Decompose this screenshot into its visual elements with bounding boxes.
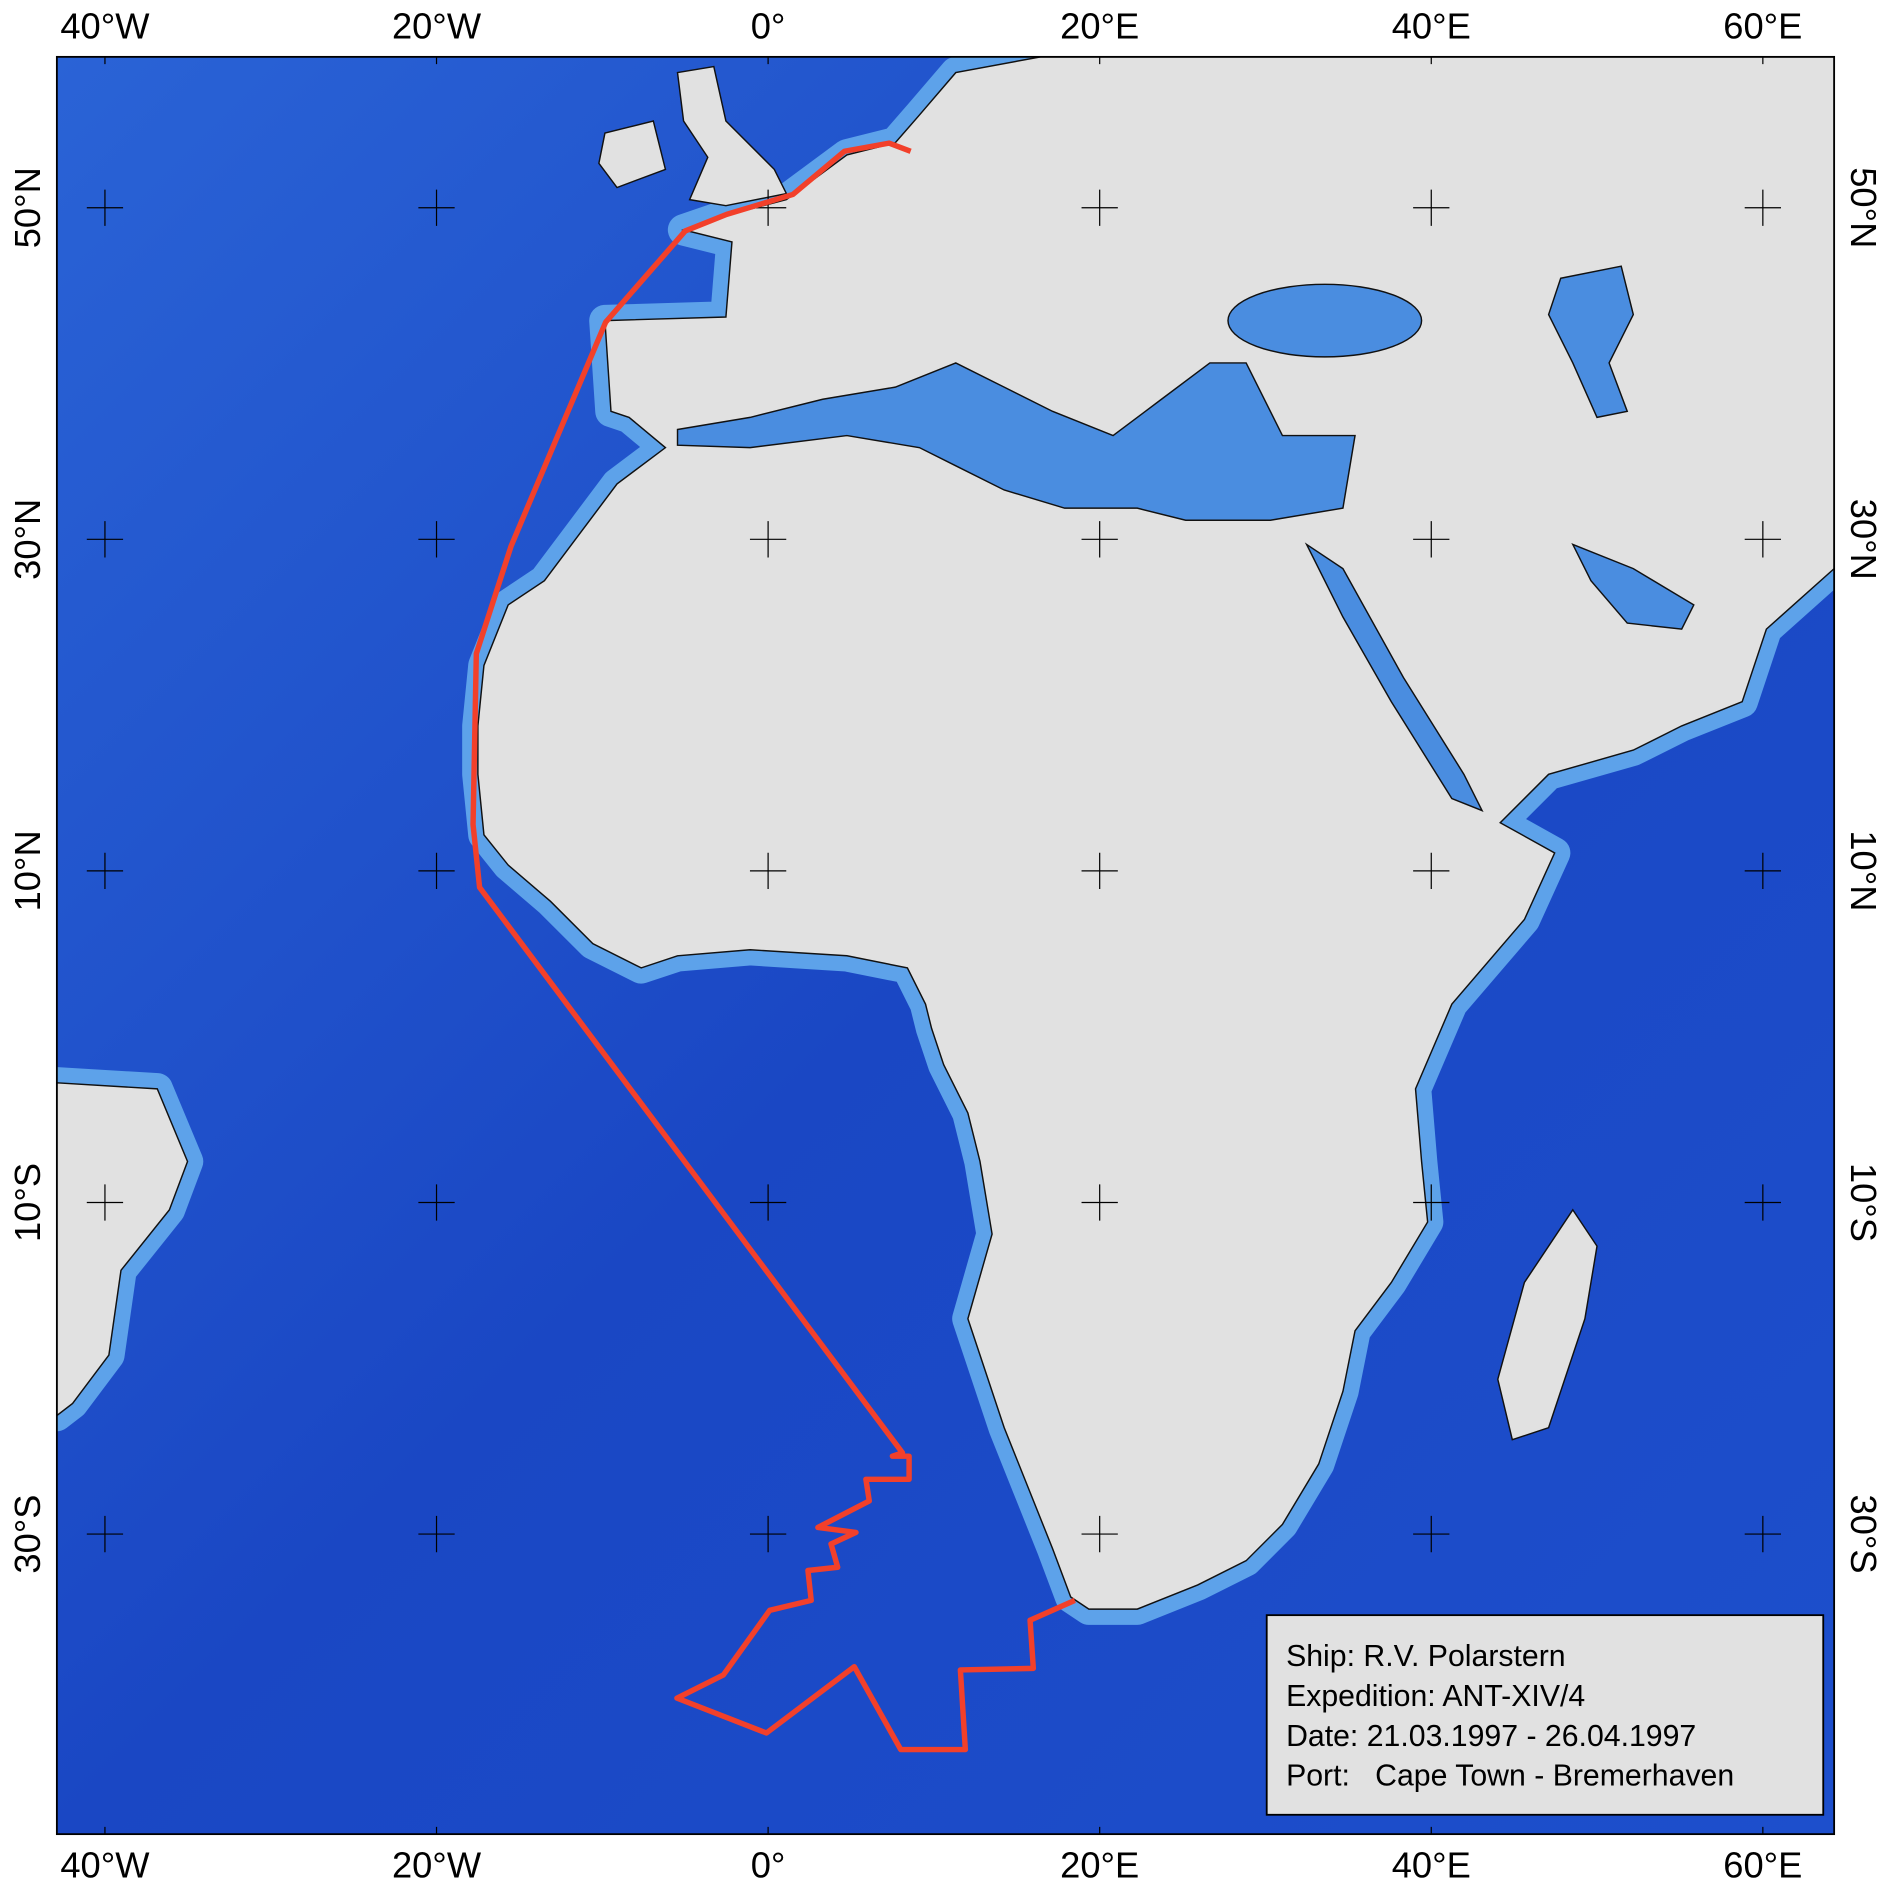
tick-labels: 40°W 40°W 20°W 20°W 0° 0° 20°E 20°E 40°E 40°E 60°E…: [7, 6, 1884, 1886]
x-tick-label: 40°W: [60, 1845, 150, 1886]
track-layer: [470, 140, 1076, 1753]
legend: Ship: R.V. Polarstern Expedition: ANT-XIV…: [1286, 1640, 1734, 1793]
mediterranean: [676, 362, 1356, 521]
legend-box: [1265, 1614, 1825, 1816]
y-tick-label: 30°S: [7, 1495, 48, 1574]
graticule-cross: [86, 852, 124, 890]
x-tick-label: 0°: [751, 6, 786, 47]
graticule-cross: [1081, 852, 1118, 890]
graticule-cross: [1081, 1184, 1118, 1221]
y-tick-label: 10°N: [7, 830, 48, 911]
graticule-cross: [86, 1515, 124, 1553]
y-tick-label: 10°S: [1843, 1163, 1884, 1242]
graticule-cross: [1081, 521, 1118, 558]
graticule-cross: [1744, 189, 1782, 226]
legend-line: Port: Cape Town - Bremerhaven: [1286, 1760, 1734, 1793]
graticule-cross: [86, 521, 124, 558]
ireland: [598, 120, 667, 189]
graticule-cross: [1744, 521, 1782, 558]
graticule-cross: [86, 189, 124, 226]
graticule-cross: [418, 1515, 455, 1553]
y-tick-label: 50°N: [7, 167, 48, 248]
x-tick-label: 60°E: [1723, 6, 1802, 47]
south-america: [56, 1082, 189, 1417]
caspian-sea: [1547, 265, 1635, 419]
x-tick-label: 20°W: [392, 6, 482, 47]
y-tick-label: 10°S: [7, 1163, 48, 1242]
x-tick-label: 20°W: [392, 1845, 482, 1886]
graticule-cross: [1413, 852, 1450, 890]
legend-line: Ship: R.V. Polarstern: [1286, 1640, 1566, 1673]
x-tick-label: 20°E: [1060, 6, 1139, 47]
great-britain: [676, 65, 788, 207]
graticule-cross: [1413, 189, 1450, 226]
y-tick-label: 50°N: [1843, 167, 1884, 248]
legend-line: Date: 21.03.1997 - 26.04.1997: [1286, 1720, 1696, 1753]
x-tick-label: 40°E: [1392, 6, 1471, 47]
x-tick-label: 20°E: [1060, 1845, 1139, 1886]
black-sea: [1227, 283, 1423, 358]
graticule-cross: [1413, 1184, 1450, 1221]
cruise-track: [470, 140, 1076, 1753]
graticule-cross: [749, 1515, 787, 1553]
graticule-cross: [418, 189, 455, 226]
graticule-cross: [418, 852, 455, 890]
persian-gulf: [1571, 543, 1695, 630]
y-tick-label: 30°N: [7, 499, 48, 580]
x-tick-label: 60°E: [1723, 1845, 1802, 1886]
graticule-cross: [418, 521, 455, 558]
map-area: [56, 56, 1835, 1835]
graticule-cross: [86, 1184, 124, 1221]
graticule-cross: [1744, 1515, 1782, 1553]
graticule: [86, 56, 1782, 1835]
graticule-cross: [1744, 852, 1782, 890]
graticule-cross: [749, 1184, 787, 1221]
y-tick-label: 10°N: [1843, 830, 1884, 911]
x-tick-label: 0°: [751, 1845, 786, 1886]
graticule-cross: [1081, 189, 1118, 226]
y-tick-label: 30°N: [1843, 499, 1884, 580]
x-tick-label: 40°W: [60, 6, 150, 47]
land: [477, 56, 1835, 1610]
legend-line: Expedition: ANT-XIV/4: [1286, 1680, 1585, 1713]
madagascar: [1497, 1208, 1598, 1441]
map-frame: [55, 55, 1836, 1836]
red-sea: [1304, 542, 1484, 812]
graticule-cross: [749, 521, 787, 558]
graticule-cross: [1744, 1184, 1782, 1221]
x-tick-label: 40°E: [1392, 1845, 1471, 1886]
graticule-cross: [418, 1184, 455, 1221]
graticule-cross: [1413, 1515, 1450, 1553]
graticule-cross: [1413, 521, 1450, 558]
y-tick-label: 30°S: [1843, 1495, 1884, 1574]
graticule-cross: [749, 852, 787, 890]
graticule-cross: [1081, 1515, 1118, 1553]
